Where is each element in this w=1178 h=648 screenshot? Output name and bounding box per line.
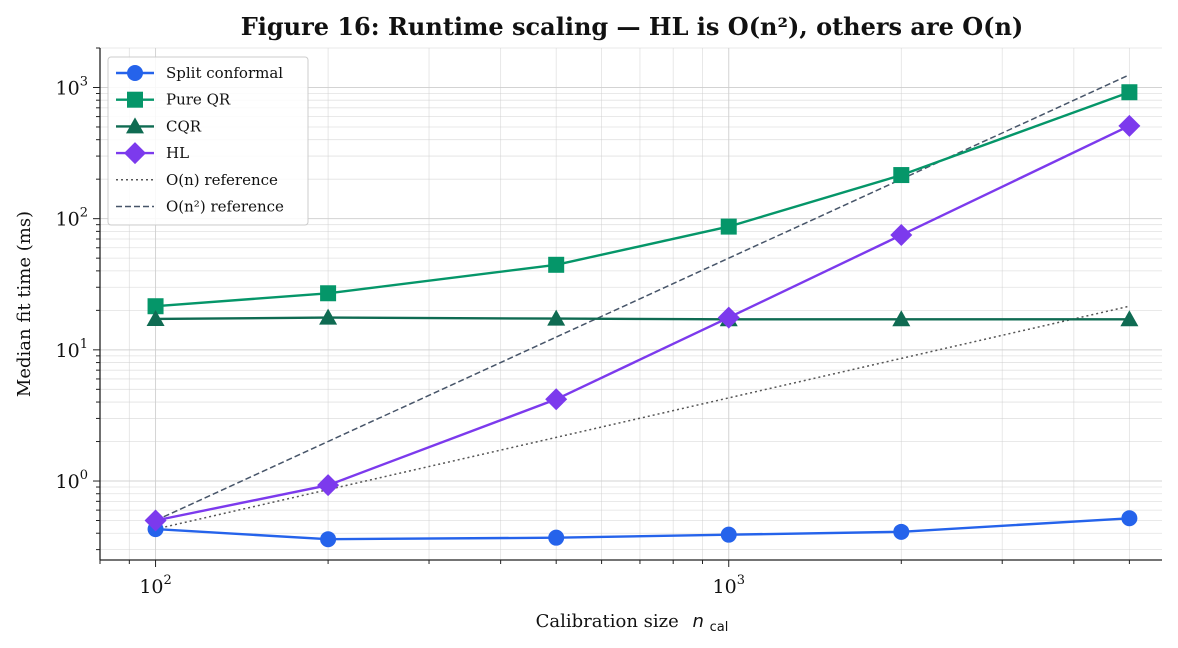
legend-swatch-marker: [126, 117, 144, 134]
legend-item: Pure QR: [116, 91, 231, 109]
series-3: [144, 114, 1141, 532]
y-tick-label: 103: [56, 74, 88, 99]
y-tick-label: 102: [56, 206, 88, 231]
legend-item: CQR: [116, 117, 202, 135]
data-point: [893, 523, 910, 540]
x-axis-label: Calibration size n cal: [536, 611, 729, 635]
data-point: [547, 309, 566, 326]
legend-item: HL: [116, 142, 189, 165]
data-point: [892, 310, 911, 327]
series-4: [155, 305, 1130, 530]
legend-item: O(n²) reference: [116, 198, 284, 216]
legend-label: Split conformal: [166, 64, 283, 82]
x-tick-label: 102: [139, 573, 171, 598]
data-point: [720, 526, 737, 543]
axes: [93, 47, 1162, 567]
legend-swatch-marker: [124, 142, 146, 165]
data-point: [548, 256, 565, 273]
legend-item: Split conformal: [116, 64, 283, 82]
x-tick-label: 103: [713, 573, 745, 598]
legend-label: CQR: [166, 117, 202, 135]
legend-label: HL: [166, 144, 189, 162]
legend-label: O(n) reference: [166, 171, 278, 189]
series-line: [155, 517, 1130, 541]
data-point: [144, 509, 167, 532]
data-point: [1120, 310, 1139, 327]
data-point: [545, 388, 568, 411]
legend-swatch-marker: [127, 91, 143, 108]
series-1: [147, 84, 1138, 315]
series-2: [146, 308, 1139, 327]
legend: Split conformal Pure QR CQR HL O(n) referenc…: [107, 56, 309, 226]
data-point: [146, 309, 165, 326]
data-point: [893, 167, 910, 184]
series-0: [147, 510, 1138, 548]
data-point: [320, 285, 337, 302]
data-point: [1121, 84, 1138, 101]
y-tick-label: 101: [56, 337, 88, 362]
series-line: [155, 91, 1130, 308]
series-line: [155, 124, 1130, 522]
x-axis-label-text: Calibration size: [536, 611, 679, 632]
data-point: [717, 306, 740, 329]
grid-layer: [99, 47, 1162, 560]
y-tick-label: 100: [56, 468, 88, 493]
series-5: [155, 74, 1130, 522]
data-point: [720, 218, 737, 235]
data-point: [147, 298, 164, 315]
legend-label: O(n²) reference: [166, 198, 284, 216]
chart-title: Figure 16: Runtime scaling — HL is O(n²)…: [241, 12, 1024, 41]
data-point: [548, 529, 565, 546]
tick-labels: 102 103 100 101 102 103: [56, 74, 745, 598]
series-layer: [144, 84, 1141, 548]
data-point: [1118, 114, 1141, 137]
series-line: [155, 74, 1130, 522]
legend-item: O(n) reference: [116, 171, 278, 189]
legend-box: [107, 56, 309, 226]
reference-lines: [155, 74, 1130, 530]
series-line: [155, 305, 1130, 530]
data-point: [320, 531, 337, 548]
series-line: [155, 316, 1130, 321]
legend-swatch-marker: [127, 65, 143, 81]
data-point: [1121, 510, 1138, 527]
legend-label: Pure QR: [166, 91, 231, 109]
y-axis-label: Median fit time (ms): [14, 211, 35, 397]
data-point: [319, 308, 338, 325]
data-point: [890, 224, 913, 247]
x-axis-label-math-base: n: [693, 611, 704, 632]
data-point: [317, 474, 340, 497]
x-axis-label-math-sub: cal: [710, 620, 729, 635]
